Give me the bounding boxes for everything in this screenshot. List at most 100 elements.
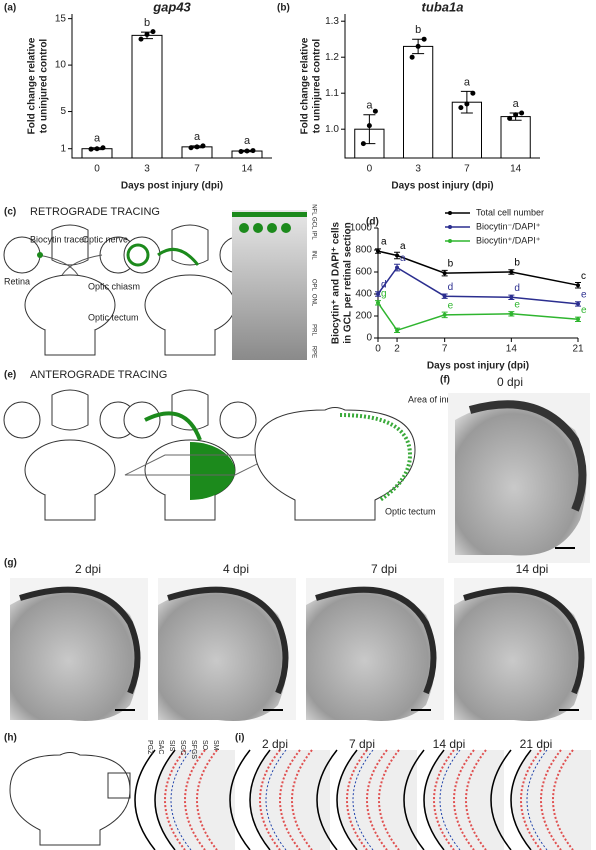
inset-box <box>107 772 131 799</box>
x-axis-label: Days post injury (dpi) <box>121 181 223 192</box>
data-point <box>238 148 244 154</box>
data-point <box>509 311 514 316</box>
day-label: 4 dpi <box>223 562 249 576</box>
y-tick-label: 1.2 <box>325 52 339 63</box>
data-point <box>421 36 427 42</box>
significance-letter: a <box>400 241 406 252</box>
y-axis-label: to uninjured control <box>39 39 50 134</box>
retina-scheme <box>232 210 307 360</box>
layer-arc <box>249 749 271 850</box>
label-arc <box>184 749 206 850</box>
panel-label: (f) <box>440 375 450 386</box>
label-arc <box>265 749 287 850</box>
data-point <box>442 312 447 317</box>
data-point <box>194 144 200 150</box>
series-line <box>377 250 579 286</box>
axis <box>71 14 272 159</box>
region <box>424 750 504 850</box>
x-axis-label: Days post injury (dpi) <box>391 181 493 192</box>
data-point <box>395 265 400 270</box>
day-label: 7 dpi <box>371 562 397 576</box>
y-tick-label: 1.1 <box>325 88 339 99</box>
label-arc <box>540 749 562 850</box>
data-point <box>464 101 470 107</box>
panel-title: RETROGRADE TRACING <box>30 206 160 218</box>
y-tick-label: 800 <box>355 245 372 256</box>
y-tick-label: 15 <box>55 13 67 24</box>
legend-swatch <box>448 239 452 243</box>
panel-label: (d) <box>366 217 379 228</box>
significance-letter: d <box>381 280 387 291</box>
label-arc <box>433 749 455 850</box>
data-point <box>415 43 421 49</box>
layer-label: PGZ <box>146 740 153 755</box>
day-label: 2 dpi <box>75 562 101 576</box>
label-arc <box>453 749 475 850</box>
bar <box>500 116 531 159</box>
day-label: 0 dpi <box>497 375 523 389</box>
panel-c: (c) RETROGRADE TRACING Biocytin tracer O… <box>3 204 316 360</box>
data-point <box>144 31 150 37</box>
label-arc <box>378 749 400 850</box>
tissue-edge <box>167 586 289 695</box>
significance-letter: a <box>366 100 373 112</box>
day-label: 14 dpi <box>433 737 466 751</box>
y-axis-label: in GCL per retinal section <box>343 222 354 344</box>
y-tick-label: 200 <box>355 311 372 322</box>
layer-label: INL <box>310 250 316 260</box>
y-tick-label: 1 <box>60 143 66 154</box>
day-label: 21 dpi <box>520 737 553 751</box>
significance-letter: a <box>94 133 101 145</box>
legend-label: Biocytin⁺/DAPI⁺ <box>476 235 541 245</box>
data-point <box>507 115 513 121</box>
region <box>337 750 417 850</box>
panel-label: (h) <box>4 733 17 744</box>
significance-letter: e <box>581 290 587 301</box>
significance-letter: b <box>448 259 454 270</box>
data-point <box>576 301 580 306</box>
layer-arc <box>403 749 425 850</box>
y-axis-label: Fold change relative <box>300 37 311 134</box>
significance-letter: d <box>514 283 520 294</box>
layer-label: SAC <box>157 740 164 754</box>
data-point <box>442 271 447 276</box>
data-point <box>150 29 156 35</box>
label-arc <box>352 749 374 850</box>
tissue-edge <box>463 586 585 695</box>
significance-letter: a <box>464 76 471 88</box>
x-tick-label: 0 <box>367 164 373 175</box>
data-point <box>94 146 100 152</box>
layer-arc <box>336 749 358 850</box>
bar <box>403 45 434 159</box>
x-tick-label: 7 <box>194 164 200 175</box>
tissue <box>10 587 140 721</box>
layer-label: SIS <box>168 740 175 752</box>
layer-label: NFL GCL IPL <box>310 204 316 240</box>
data-point <box>244 148 250 154</box>
tissue <box>158 587 288 721</box>
label: Optic tectum <box>88 312 139 322</box>
label-arc <box>259 749 281 850</box>
significance-letter: a <box>244 135 251 147</box>
label: Optic nerve <box>82 234 128 244</box>
significance-letter: g <box>381 288 387 299</box>
data-point <box>442 294 447 299</box>
label-arc <box>196 749 218 850</box>
data-point <box>509 295 514 300</box>
significance-letter: e <box>514 299 520 310</box>
y-tick-label: 1.3 <box>325 16 339 27</box>
legend-swatch <box>448 211 452 215</box>
bar <box>131 34 163 159</box>
significance-letter: b <box>415 24 421 36</box>
data-point <box>188 145 194 151</box>
data-point <box>395 253 400 258</box>
data-point <box>200 143 206 149</box>
label: Retina <box>4 276 30 286</box>
x-tick-label: 7 <box>442 344 448 355</box>
data-point <box>372 108 378 114</box>
layer-arc <box>510 749 532 850</box>
x-tick-label: 3 <box>415 164 421 175</box>
layer-arc <box>423 749 445 850</box>
significance-letter: a <box>400 253 406 264</box>
significance-letter: a <box>194 131 201 143</box>
